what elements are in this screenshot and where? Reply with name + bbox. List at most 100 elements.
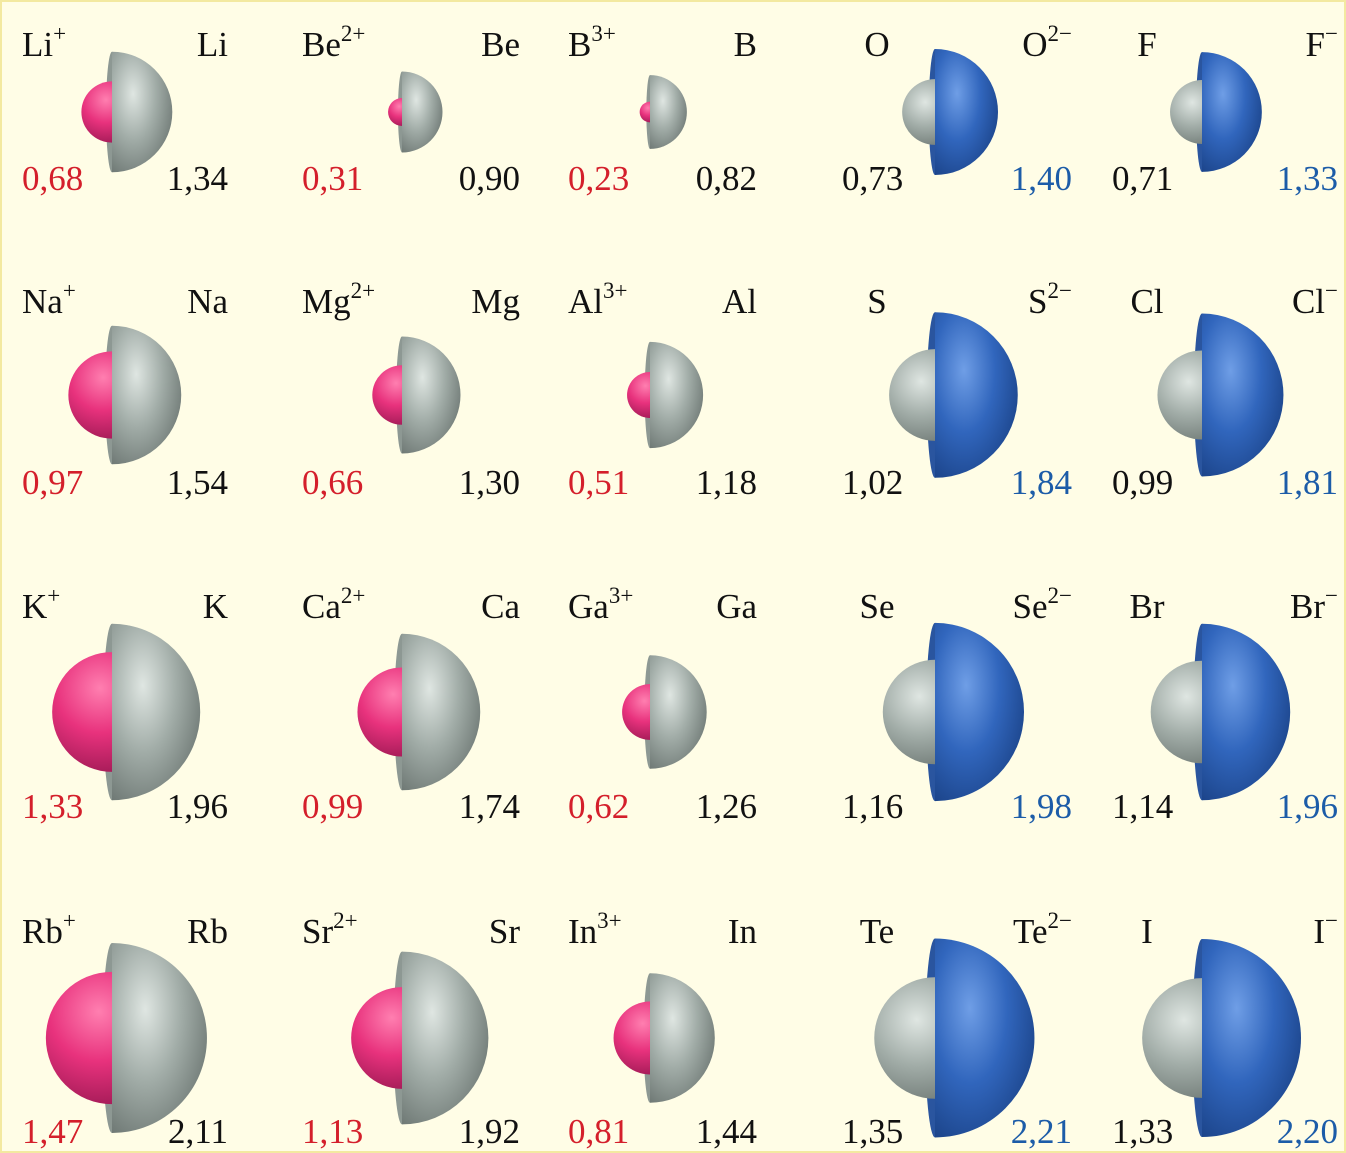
element-label: Na <box>187 282 228 321</box>
ion-radius: 0,81 <box>568 1112 629 1151</box>
atom-radius: 1,92 <box>459 1112 520 1151</box>
charge: 2+ <box>351 278 375 303</box>
ion-radius: 1,84 <box>1011 463 1072 502</box>
ion-radius: 1,98 <box>1011 787 1072 826</box>
element-label: Ca <box>481 587 520 626</box>
ion-radius: 0,99 <box>302 787 363 826</box>
atom-radius: 0,71 <box>1112 159 1173 198</box>
symbol: S <box>867 282 886 321</box>
symbol: Ga <box>568 587 609 626</box>
symbol: Se <box>1013 587 1048 626</box>
symbol: F <box>1137 25 1156 64</box>
element-label: F <box>1137 25 1156 64</box>
element-label: K <box>203 587 228 626</box>
charge: 3+ <box>591 21 615 46</box>
symbol: Rb <box>187 912 228 951</box>
ion-radius: 1,13 <box>302 1112 363 1151</box>
atom-radius: 1,74 <box>459 787 520 826</box>
charge: 2− <box>1048 583 1072 608</box>
symbol: Al <box>722 282 757 321</box>
element-label: In <box>728 912 757 951</box>
ion-radius: 0,62 <box>568 787 629 826</box>
ion-radius: 0,97 <box>22 463 83 502</box>
element-label: Br <box>1130 587 1165 626</box>
charge: 3+ <box>609 583 633 608</box>
ion-radius: 0,51 <box>568 463 629 502</box>
symbol: Li <box>197 25 228 64</box>
symbol: In <box>568 912 597 951</box>
symbol: I <box>1141 912 1153 951</box>
ion-radius: 1,33 <box>1277 159 1338 198</box>
symbol: Mg <box>471 282 520 321</box>
element-label: Te <box>860 912 894 951</box>
ion-radius: 2,20 <box>1277 1112 1338 1151</box>
element-label: Be <box>481 25 520 64</box>
charge: − <box>1325 908 1338 933</box>
ion-radius: 0,66 <box>302 463 363 502</box>
element-label: Se <box>860 587 895 626</box>
symbol: In <box>728 912 757 951</box>
atom-radius: 2,11 <box>168 1112 228 1151</box>
atom-radius: 0,90 <box>459 159 520 198</box>
symbol: Cl <box>1130 282 1163 321</box>
atom-radius: 1,16 <box>842 787 903 826</box>
charge: 2− <box>1048 278 1072 303</box>
charge: + <box>63 908 76 933</box>
symbol: Na <box>22 282 63 321</box>
element-label: I <box>1141 912 1153 951</box>
symbol: Ca <box>302 587 341 626</box>
atom-radius: 1,18 <box>696 463 757 502</box>
atom-radius: 1,54 <box>167 463 228 502</box>
charge: − <box>1325 21 1338 46</box>
ion-radius: 2,21 <box>1011 1112 1072 1151</box>
charge: − <box>1325 278 1338 303</box>
atom-radius: 1,02 <box>842 463 903 502</box>
element-label: Li <box>197 25 228 64</box>
symbol: Be <box>302 25 341 64</box>
symbol: O <box>864 25 889 64</box>
element-label: Rb <box>187 912 228 951</box>
charge: + <box>47 583 60 608</box>
symbol: Br <box>1130 587 1165 626</box>
element-label: Ga <box>716 587 757 626</box>
element-label: Cl <box>1130 282 1163 321</box>
charge: 3+ <box>603 278 627 303</box>
element-label: Al <box>722 282 757 321</box>
symbol: Br <box>1290 587 1325 626</box>
ion-radius: 1,40 <box>1011 159 1072 198</box>
ion-radius: 0,31 <box>302 159 363 198</box>
element-label: B <box>734 25 757 64</box>
ion-radius: 1,96 <box>1277 787 1338 826</box>
symbol: Ga <box>716 587 757 626</box>
atom-radius: 0,99 <box>1112 463 1173 502</box>
atom-radius: 1,26 <box>696 787 757 826</box>
charge: 2− <box>1048 21 1072 46</box>
charge: + <box>53 21 66 46</box>
ion-radius: 1,47 <box>22 1112 83 1151</box>
charge: 2+ <box>341 583 365 608</box>
atom-radius: 1,35 <box>842 1112 903 1151</box>
symbol: Be <box>481 25 520 64</box>
element-label: Sr <box>489 912 520 951</box>
atom-radius: 1,96 <box>167 787 228 826</box>
atom-radius: 1,44 <box>696 1112 757 1151</box>
symbol: Te <box>1013 912 1047 951</box>
symbol: O <box>1022 25 1047 64</box>
symbol: B <box>734 25 757 64</box>
element-label: S <box>867 282 886 321</box>
symbol: Se <box>860 587 895 626</box>
symbol: Na <box>187 282 228 321</box>
ion-radius: 1,33 <box>22 787 83 826</box>
symbol: Cl <box>1292 282 1325 321</box>
charge: 2+ <box>333 908 357 933</box>
atom-radius: 1,34 <box>167 159 228 198</box>
symbol: Li <box>22 25 53 64</box>
charge: 3+ <box>597 908 621 933</box>
ion-radius: 1,81 <box>1277 463 1338 502</box>
symbol: Te <box>860 912 894 951</box>
atom-radius: 0,73 <box>842 159 903 198</box>
charge: + <box>63 278 76 303</box>
atom-radius: 1,33 <box>1112 1112 1173 1151</box>
ion-radius: 0,68 <box>22 159 83 198</box>
atom-radius: 1,14 <box>1112 787 1173 826</box>
